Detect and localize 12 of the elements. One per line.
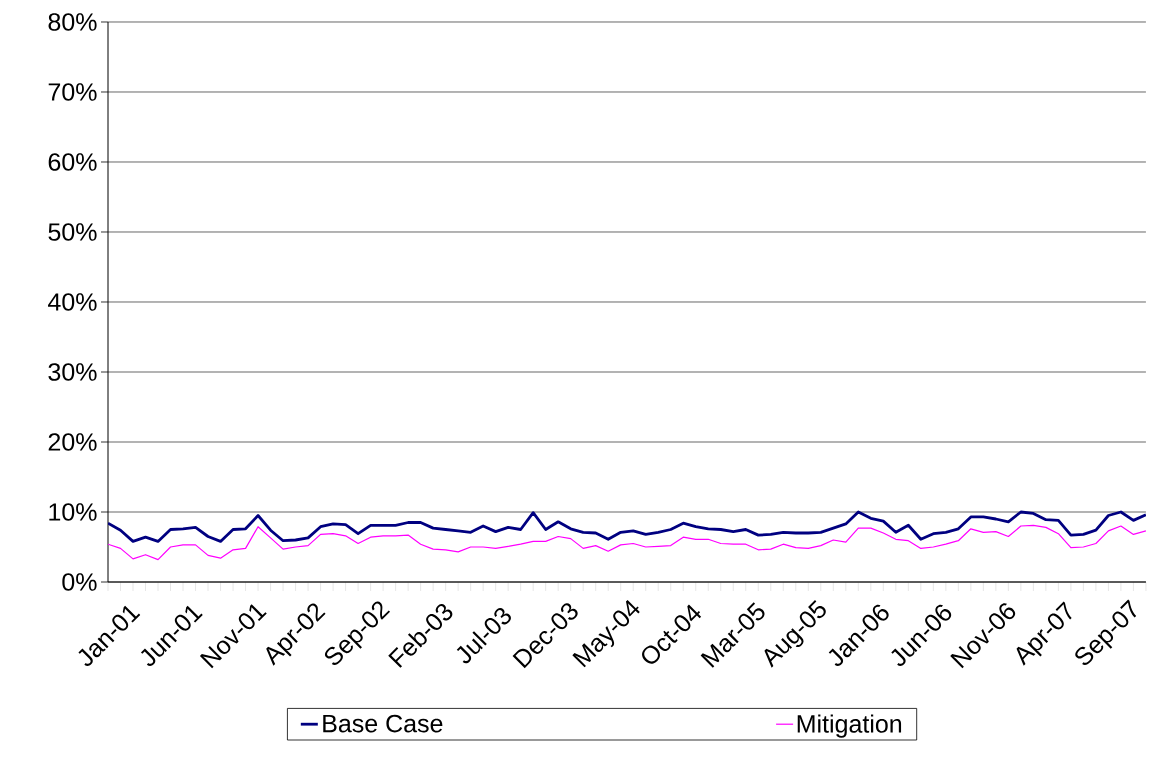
- y-tick-label: 30%: [48, 363, 97, 381]
- y-tick-label: 60%: [48, 153, 97, 171]
- y-tick-label: 10%: [49, 503, 97, 521]
- line-series: [108, 524, 1146, 561]
- y-tick-label: 40%: [48, 293, 97, 311]
- y-tick-label: 20%: [48, 433, 97, 451]
- y-tick-label: 70%: [48, 83, 97, 101]
- legend-label: Base Case: [323, 714, 443, 733]
- y-tick-label: 80%: [48, 13, 97, 31]
- y-tick-label: 50%: [48, 223, 97, 241]
- legend-label: Mitigation: [797, 714, 902, 738]
- y-tick-label: 0%: [62, 573, 97, 591]
